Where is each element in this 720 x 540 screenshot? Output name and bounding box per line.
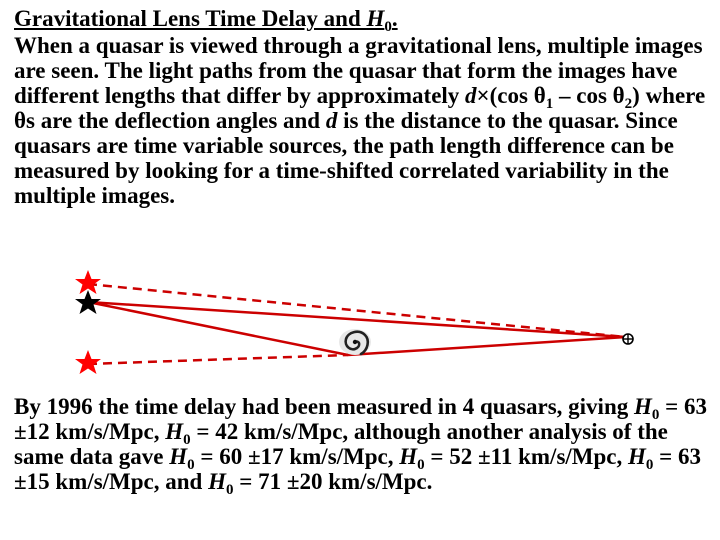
star-icon [75, 270, 101, 294]
distance-variable: d [325, 108, 338, 133]
intro-text: ) where θs are the deflection angles and [14, 83, 706, 133]
hubble-subscript: 0 [183, 432, 191, 448]
star-icon [75, 350, 101, 374]
hubble-variable: H [169, 444, 188, 469]
slide-title: Gravitational Lens Time Delay and H0. [14, 6, 710, 35]
hubble-variable: H [628, 444, 646, 469]
formula-subscript: 1 [545, 96, 554, 112]
results-text: = 63 ±15 km/s/Mpc, and [14, 444, 701, 494]
light-path-lower-solid [347, 335, 627, 357]
formula-subscript: 2 [624, 96, 633, 112]
lens-diagram [75, 270, 634, 374]
distance-variable: d [465, 83, 477, 108]
hubble-subscript: 0 [187, 457, 195, 473]
light-path-upper-solid [87, 300, 627, 339]
results-text: = 42 km/s/Mpc, although another analysis… [14, 419, 668, 469]
hubble-variable: H [634, 394, 652, 419]
title-text: Gravitational Lens Time Delay and [14, 6, 367, 31]
hubble-subscript: 0 [645, 457, 654, 473]
light-paths [87, 282, 627, 366]
earth-icon [622, 333, 634, 345]
results-text: = 63 ±12 km/s/Mpc, [14, 394, 707, 444]
intro-text: is the distance to the quasar. Since qua… [14, 108, 678, 208]
results-text: = 60 ±17 km/s/Mpc, [194, 444, 400, 469]
results-text: = 71 ±20 km/s/Mpc. [233, 469, 433, 494]
light-path-lower-solid [87, 300, 349, 357]
hubble-subscript: 0 [651, 407, 660, 423]
results-text: By 1996 the time delay had been measured… [14, 394, 634, 419]
results-text: = 52 ±11 km/s/Mpc, [424, 444, 628, 469]
hubble-subscript: 0 [226, 482, 234, 498]
title-period: . [391, 6, 398, 31]
title-variable: H [366, 6, 385, 31]
hubble-variable: H [165, 419, 184, 444]
light-path-lower-dashed [87, 353, 349, 366]
intro-paragraph: When a quasar is viewed through a gravit… [14, 33, 710, 208]
star-icon [75, 290, 101, 314]
title-subscript: 0 [384, 19, 392, 35]
results-paragraph: By 1996 the time delay had been measured… [14, 394, 710, 498]
hubble-variable: H [208, 469, 226, 494]
formula-part: ×(cos θ [476, 83, 546, 108]
galaxy-spiral-icon [339, 329, 371, 356]
hubble-subscript: 0 [417, 457, 425, 473]
light-path-upper-dashed [87, 282, 627, 339]
formula-part: – cos θ [553, 83, 625, 108]
hubble-variable: H [399, 444, 418, 469]
intro-text: When a quasar is viewed through a gravit… [14, 33, 703, 108]
